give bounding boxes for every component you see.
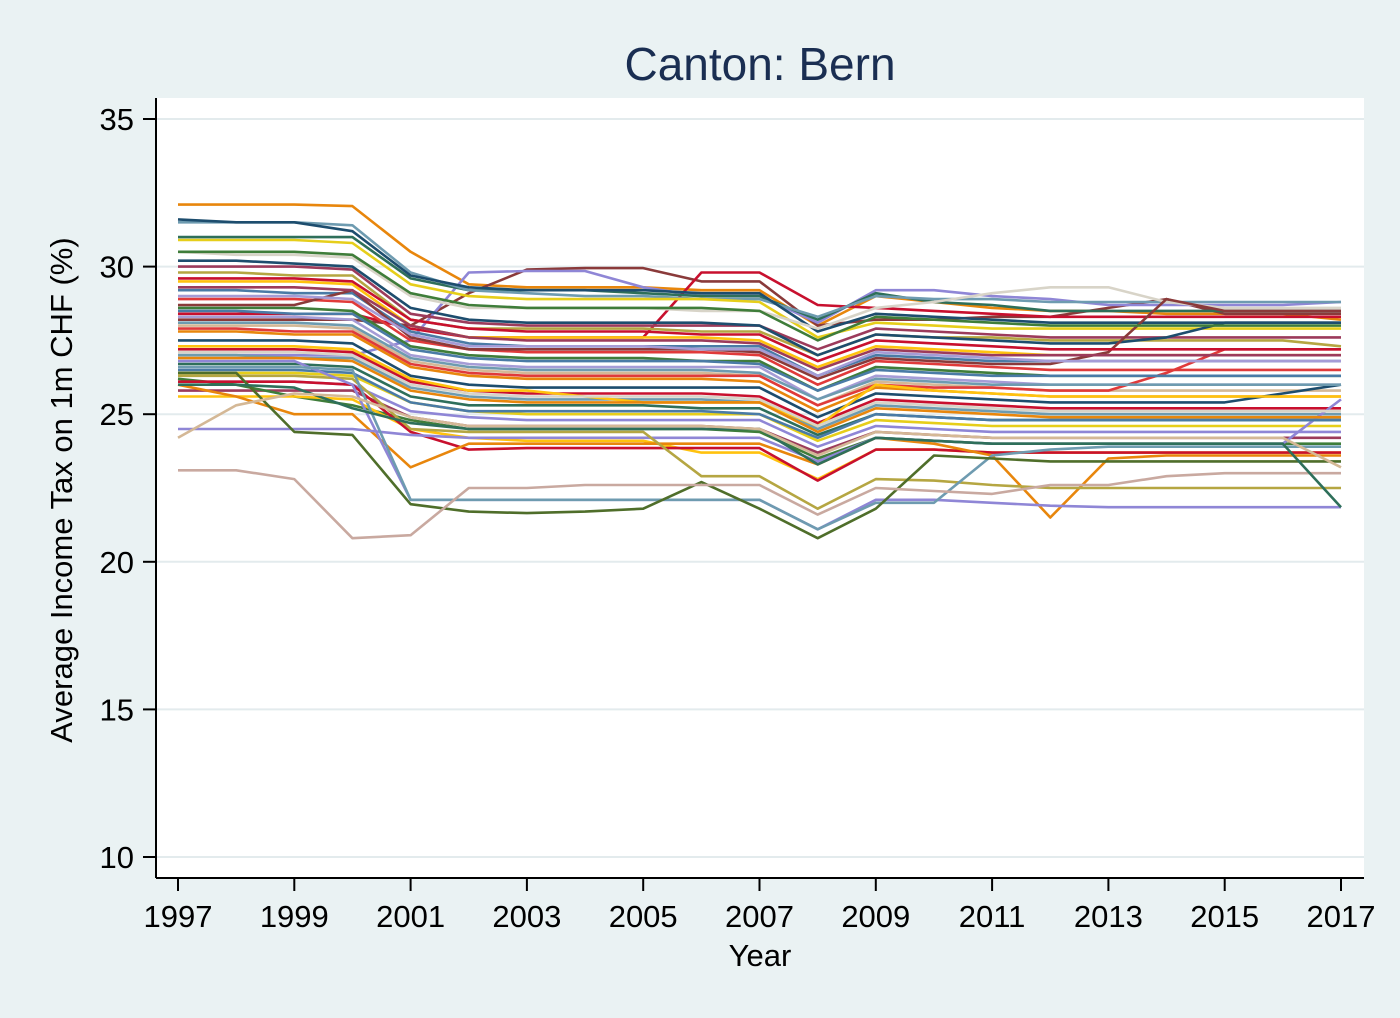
y-tick-label-20: 20 [100, 545, 134, 580]
x-axis-label: Year [729, 938, 792, 973]
series-line-40 [178, 288, 1341, 381]
series-line-47 [178, 321, 1341, 401]
x-ticks: 1997 1999 2001 2003 2005 2007 2009 2011 2013 2015… [144, 878, 1376, 934]
series-line-5 [178, 235, 1341, 322]
x-tick-label-2007: 2007 [725, 899, 794, 934]
series-line-45 [178, 285, 1341, 372]
series-line-46 [178, 356, 1341, 434]
x-tick-label-2001: 2001 [376, 899, 445, 934]
series-line-20 [178, 347, 1341, 425]
y-axis-label: Average Income Tax on 1m CHF (%) [44, 237, 79, 742]
y-tick-label-30: 30 [100, 250, 134, 285]
series-line-1 [178, 203, 1342, 327]
chart-title: Canton: Bern [624, 38, 895, 90]
x-tick-label-2003: 2003 [492, 899, 561, 934]
x-tick-label-2005: 2005 [609, 899, 678, 934]
series-line-42 [178, 294, 1341, 378]
series-line-41 [178, 327, 1341, 407]
x-tick-label-1999: 1999 [260, 899, 329, 934]
series-line-19 [178, 339, 1342, 419]
series-line-7 [178, 238, 1341, 339]
y-tick-label-10: 10 [100, 840, 134, 875]
series-line-6 [178, 221, 1341, 319]
x-tick-label-2015: 2015 [1190, 899, 1259, 934]
series-line-35 [178, 371, 1341, 540]
series-line-48 [178, 277, 1341, 363]
x-tick-label-2013: 2013 [1074, 899, 1143, 934]
series-line-49 [178, 350, 1341, 428]
series-line-24 [178, 380, 1341, 449]
series-line-31 [178, 368, 1341, 440]
series-line-8 [177, 218, 1341, 333]
y-ticks: 10 15 20 25 30 35 [100, 102, 156, 875]
series-line-36 [178, 468, 1341, 540]
series-line-50 [178, 309, 1341, 392]
y-tick-label-35: 35 [100, 102, 134, 137]
series-line-38 [177, 392, 1342, 469]
x-tick-label-2009: 2009 [841, 899, 910, 934]
y-tick-label-15: 15 [100, 692, 134, 727]
x-tick-label-2011: 2011 [959, 899, 1026, 934]
series-line-14 [178, 297, 1341, 387]
series-line-39 [178, 259, 1341, 357]
series-line-28 [178, 380, 1341, 482]
x-tick-label-2017: 2017 [1307, 899, 1376, 934]
series-line-32 [178, 374, 1341, 511]
x-tick-label-1997: 1997 [144, 899, 213, 934]
series-lines [177, 203, 1342, 540]
y-tick-label-25: 25 [100, 397, 134, 432]
series-line-44 [178, 250, 1341, 342]
